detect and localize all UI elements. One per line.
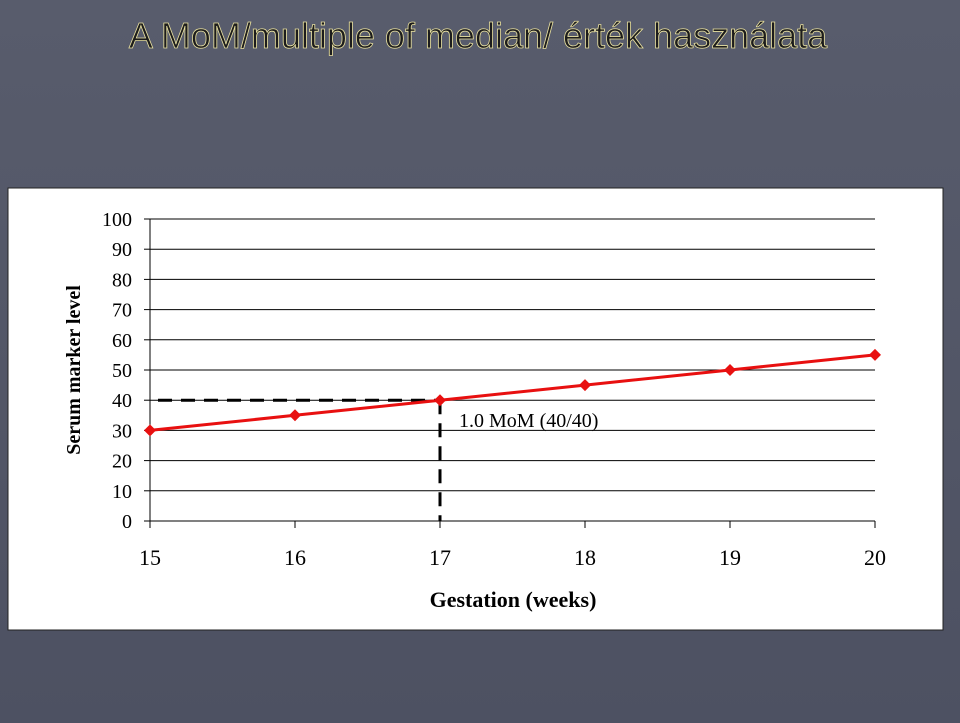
- x-tick-label: 20: [864, 545, 886, 570]
- x-tick-label: 15: [139, 545, 161, 570]
- y-tick-label: 90: [112, 239, 132, 261]
- data-point: [289, 409, 301, 422]
- y-tick-label: 40: [112, 390, 132, 412]
- y-tick-label: 0: [122, 511, 132, 533]
- y-tick-label: 50: [112, 360, 132, 382]
- y-tick-label: 30: [112, 420, 132, 442]
- x-tick-label: 16: [284, 545, 306, 570]
- x-axis-label: Gestation (weeks): [430, 587, 597, 612]
- chart-area: [7, 187, 944, 631]
- data-point: [724, 364, 736, 376]
- y-axis-label: Serum marker level: [63, 285, 85, 455]
- x-tick-label: 19: [719, 545, 741, 570]
- y-tick-label: 100: [102, 209, 132, 231]
- y-tick-label: 10: [112, 481, 132, 503]
- annotation: 1.0 MoM (40/40): [459, 410, 598, 432]
- data-point: [579, 379, 591, 392]
- y-tick-label: 70: [112, 300, 132, 322]
- series-line: [149, 353, 876, 432]
- slide-title: A MoM/multiple of median/ érték használa…: [129, 15, 828, 56]
- x-tick-label: 17: [429, 545, 451, 570]
- data-point: [144, 424, 156, 437]
- y-tick-label: 20: [112, 451, 132, 473]
- data-point: [869, 348, 881, 361]
- y-tick-label: 60: [112, 330, 132, 352]
- x-tick-label: 18: [574, 545, 596, 570]
- y-tick-label: 80: [112, 269, 132, 291]
- data-point: [434, 394, 446, 407]
